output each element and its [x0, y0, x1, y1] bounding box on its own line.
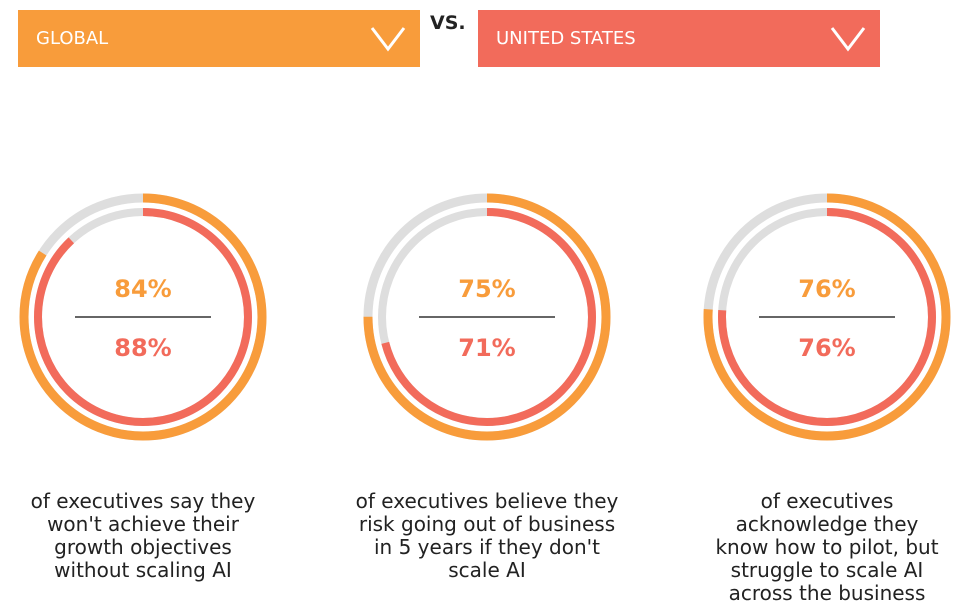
stat-value: 71% [458, 334, 515, 362]
caption: of executives say they won't achieve thei… [0, 490, 293, 582]
stat-value: 75% [458, 275, 515, 303]
caption-line: of executives believe they [355, 489, 619, 513]
region-dropdown[interactable]: GLOBAL [18, 10, 420, 67]
stat-value: 84% [114, 275, 171, 303]
ring-arc [378, 208, 596, 426]
caption-line: growth objectives [54, 535, 232, 559]
caption-line: in 5 years if they don't [374, 535, 600, 559]
caption-line: across the business [728, 581, 926, 605]
stat-value: 88% [114, 334, 171, 362]
caption-line: scale AI [448, 558, 526, 582]
caption-line: of executives [760, 489, 894, 513]
dropdown-label: GLOBAL [36, 28, 109, 49]
ring-arc [703, 193, 951, 441]
caption-line: struggle to scale AI [730, 558, 924, 582]
caption: of executives acknowledge they know how to… [677, 490, 972, 605]
caption-line: know how to pilot, but [715, 535, 939, 559]
ring-arc [34, 208, 252, 426]
caption: of executives believe they risk going out… [337, 490, 637, 582]
caption-line: acknowledge they [735, 512, 919, 536]
ring-arc [718, 208, 936, 426]
stat-value: 76% [798, 275, 855, 303]
versus-label: VS. [430, 12, 466, 34]
dropdown-label: UNITED STATES [496, 28, 636, 49]
chevron-icon [370, 27, 406, 52]
caption-line: won't achieve their [47, 512, 239, 536]
ring-arc [363, 193, 611, 441]
region-dropdown[interactable]: UNITED STATES [478, 10, 880, 67]
caption-line: of executives say they [30, 489, 256, 513]
caption-line: without scaling AI [54, 558, 232, 582]
chevron-icon [830, 27, 866, 52]
ring-arc [19, 193, 267, 441]
stat-value: 76% [798, 334, 855, 362]
caption-line: risk going out of business [358, 512, 616, 536]
